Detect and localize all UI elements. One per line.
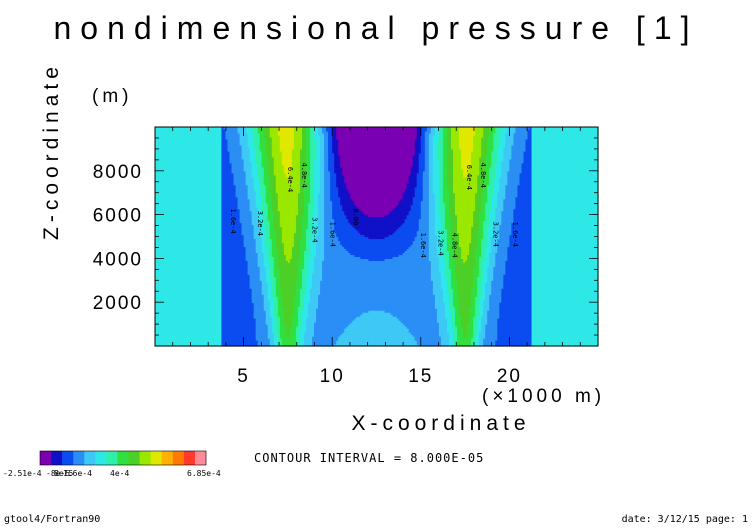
contour-fill xyxy=(155,127,599,347)
